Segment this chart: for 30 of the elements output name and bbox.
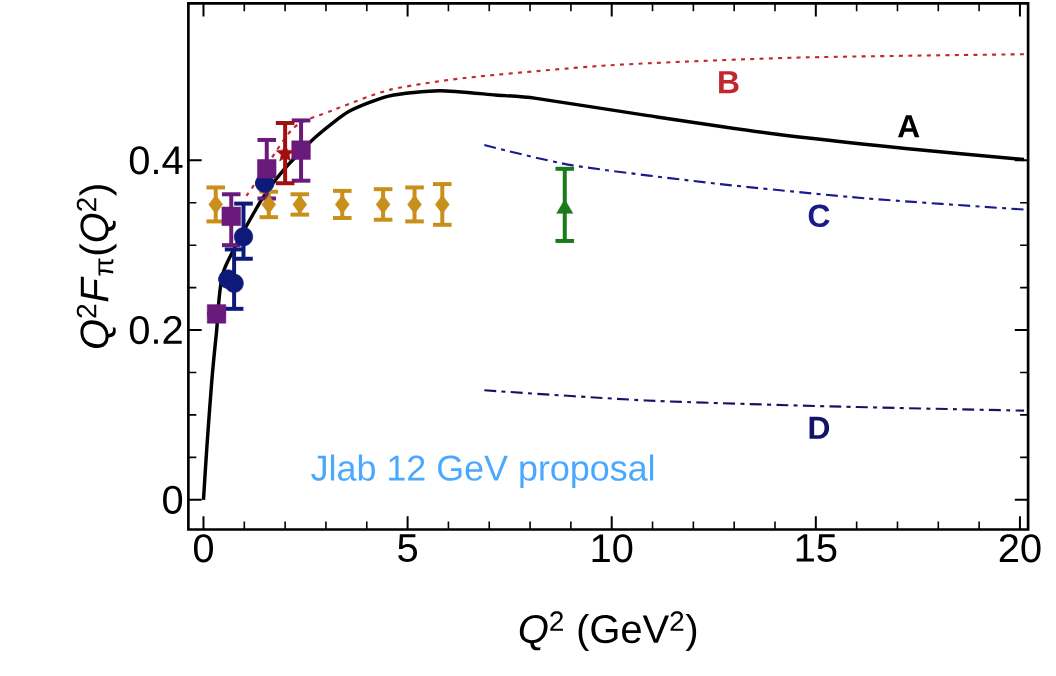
x-tick-label: 10	[592, 534, 633, 563]
point	[435, 195, 450, 215]
y-tick-label: 0.2	[129, 316, 182, 345]
line-series	[245, 53, 1026, 198]
annotation: Jlab 12 GeV proposal	[311, 454, 654, 489]
x-tick-label: 0	[193, 534, 214, 563]
series-label: B	[719, 71, 739, 94]
point	[208, 195, 223, 215]
series-label: C	[808, 204, 830, 228]
series-label: A	[897, 115, 920, 138]
point	[335, 195, 350, 215]
x-tick-label: 5	[398, 534, 418, 563]
x-axis-title: Q$^{2}$ (GeV$^{2}$)	[519, 611, 697, 652]
x-tick-label: 15	[796, 534, 837, 563]
y-tick-label: 0	[163, 485, 183, 515]
point	[407, 195, 422, 215]
point	[206, 304, 227, 324]
point	[375, 195, 391, 215]
y-tick-label: 0.4	[129, 146, 183, 175]
point	[276, 144, 295, 162]
point	[221, 206, 241, 227]
x-tick-label: 20	[999, 534, 1041, 563]
line-series	[483, 389, 1026, 412]
point	[224, 273, 244, 294]
y-axis-title: Q$^{2}$F$_{π}$(Q$^{2}$)	[76, 185, 117, 349]
point	[233, 227, 254, 247]
point	[257, 159, 277, 179]
series-label: D	[809, 417, 830, 439]
point	[261, 195, 277, 215]
point	[291, 140, 311, 160]
